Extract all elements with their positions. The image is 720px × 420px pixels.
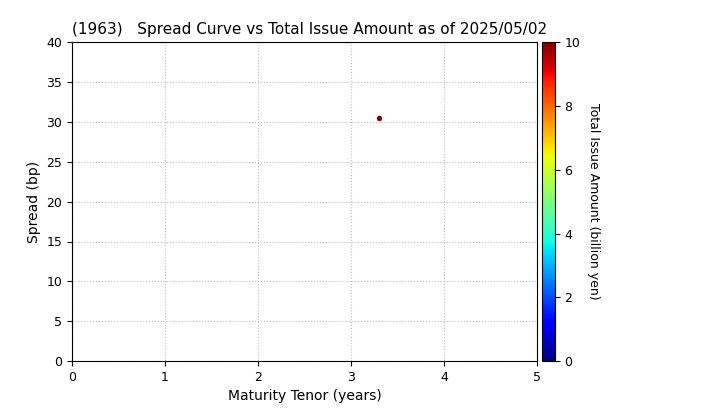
- Point: [373, 114, 384, 121]
- Y-axis label: Total Issue Amount (billion yen): Total Issue Amount (billion yen): [587, 103, 600, 300]
- Text: (1963)   Spread Curve vs Total Issue Amount as of 2025/05/02: (1963) Spread Curve vs Total Issue Amoun…: [72, 22, 547, 37]
- Y-axis label: Spread (bp): Spread (bp): [27, 160, 41, 243]
- X-axis label: Maturity Tenor (years): Maturity Tenor (years): [228, 389, 382, 404]
